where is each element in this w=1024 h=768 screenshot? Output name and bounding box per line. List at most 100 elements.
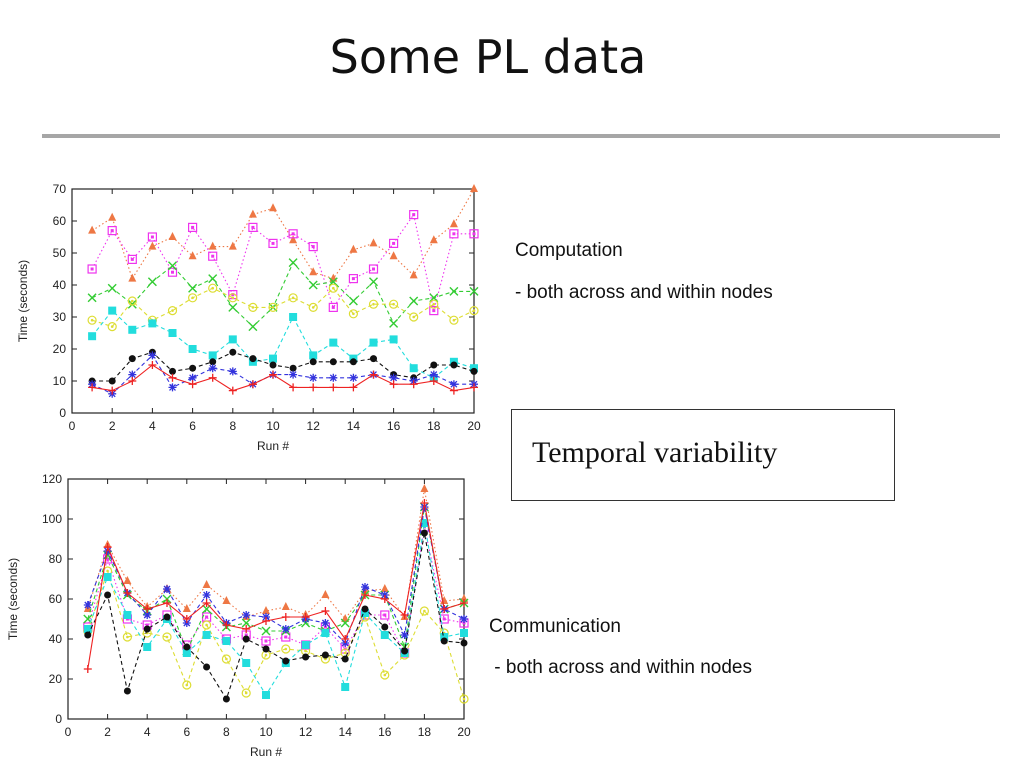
- series-4-point: [167, 306, 178, 316]
- x-tick-label: 20: [467, 419, 481, 433]
- series-1-point: [460, 594, 468, 602]
- series-4-point-dot: [126, 635, 129, 639]
- series-1: [88, 184, 478, 282]
- series-6-point: [84, 631, 92, 639]
- series-8-point: [309, 383, 318, 392]
- series-6-point: [143, 625, 151, 633]
- series-5-point: [208, 351, 217, 360]
- x-tick-label: 16: [387, 419, 401, 433]
- series-2-point-dot: [205, 615, 209, 619]
- series-2-point-dot: [452, 232, 456, 236]
- series-1-point: [470, 184, 478, 192]
- series-2-point-dot: [191, 225, 195, 229]
- series-4-point-dot: [185, 683, 189, 687]
- series-1-point: [188, 251, 197, 260]
- series-3-point: [308, 280, 318, 290]
- series-2-point: [248, 222, 258, 233]
- series-8-point: [83, 665, 92, 673]
- series-7-line: [87, 506, 465, 645]
- series-4-point-dot: [291, 296, 295, 300]
- series-8-point: [228, 386, 237, 395]
- y-tick-label: 80: [49, 552, 63, 566]
- x-tick-label: 14: [347, 419, 361, 433]
- series-6-point: [370, 355, 377, 363]
- x-tick-label: 0: [65, 725, 72, 739]
- series-2-point-dot: [392, 241, 396, 245]
- computation-detail: - both across and within nodes: [515, 282, 773, 303]
- series-1-point: [208, 241, 217, 250]
- series-2-point-dot: [331, 305, 335, 309]
- y-axis-label: Time (seconds): [6, 558, 20, 640]
- series-2: [87, 209, 479, 316]
- series-6-point: [289, 364, 297, 372]
- series-2-point: [127, 254, 137, 265]
- series-2-point-dot: [284, 635, 288, 639]
- series-2-point-dot: [211, 254, 215, 258]
- series-7-point: [83, 601, 92, 609]
- series-6-point: [302, 653, 310, 661]
- series-5-point: [369, 338, 378, 347]
- series-2-point-dot: [145, 623, 149, 627]
- series-8-point: [128, 377, 137, 385]
- series-4-point: [380, 670, 390, 680]
- y-tick-label: 10: [53, 374, 67, 388]
- series-3-point: [168, 261, 177, 271]
- series-4-point: [429, 299, 439, 309]
- series-4-point-dot: [352, 312, 355, 316]
- series-8-point: [289, 383, 298, 392]
- series-5-point: [301, 641, 310, 649]
- series-5-point: [128, 325, 137, 334]
- series-1-point: [228, 241, 237, 250]
- series-8-point: [262, 617, 270, 625]
- series-5-point: [83, 625, 92, 633]
- series-6-point: [123, 687, 131, 695]
- x-tick-label: 18: [427, 419, 441, 433]
- x-tick-label: 4: [144, 725, 151, 739]
- x-tick-label: 18: [418, 725, 432, 739]
- series-7-point: [289, 370, 298, 379]
- series-7-point: [163, 585, 171, 593]
- series-2-point-dot: [130, 257, 134, 261]
- temporal-variability-callout: Temporal variability: [511, 409, 895, 501]
- series-4-point-dot: [372, 302, 375, 306]
- series-8: [88, 361, 478, 395]
- series-4-point-dot: [106, 569, 109, 573]
- series-4-point: [288, 293, 298, 303]
- y-tick-label: 20: [49, 672, 63, 686]
- series-6-point: [262, 645, 270, 653]
- series-2-point-dot: [383, 613, 387, 617]
- series-8-point: [143, 605, 152, 613]
- series-6-point: [470, 367, 478, 375]
- series-3-point: [208, 274, 218, 284]
- series-8-point: [88, 383, 97, 392]
- y-axis-label: Time (seconds): [16, 260, 30, 342]
- series-7-point: [449, 380, 458, 389]
- series-2-point: [348, 273, 358, 284]
- series-6-point: [460, 639, 468, 647]
- series-2-point: [261, 636, 271, 646]
- series-1-point: [349, 244, 358, 253]
- series-2-point: [268, 238, 278, 249]
- series-7-point: [242, 611, 251, 619]
- series-6-point: [450, 361, 458, 369]
- series-1-point: [88, 225, 97, 234]
- series-4-point-dot: [165, 635, 169, 639]
- series-2-point-dot: [106, 557, 110, 561]
- series-8: [83, 499, 468, 673]
- series-4-point-dot: [171, 309, 174, 312]
- series-8-point: [269, 370, 277, 379]
- series-8-point: [148, 361, 157, 369]
- series-1-point: [108, 212, 117, 221]
- series-4-point: [389, 299, 399, 309]
- series-4-point-dot: [412, 315, 416, 319]
- series-8-point: [123, 589, 132, 597]
- series-2-point: [469, 229, 479, 239]
- series-2-point: [449, 229, 459, 239]
- y-tick-label: 60: [53, 214, 67, 228]
- x-tick-label: 6: [189, 419, 196, 433]
- series-1-point: [380, 584, 389, 592]
- series-2-point-dot: [412, 213, 416, 217]
- plot-frame: [67, 478, 465, 720]
- series-8-point: [248, 380, 257, 389]
- series-6-point: [209, 358, 217, 366]
